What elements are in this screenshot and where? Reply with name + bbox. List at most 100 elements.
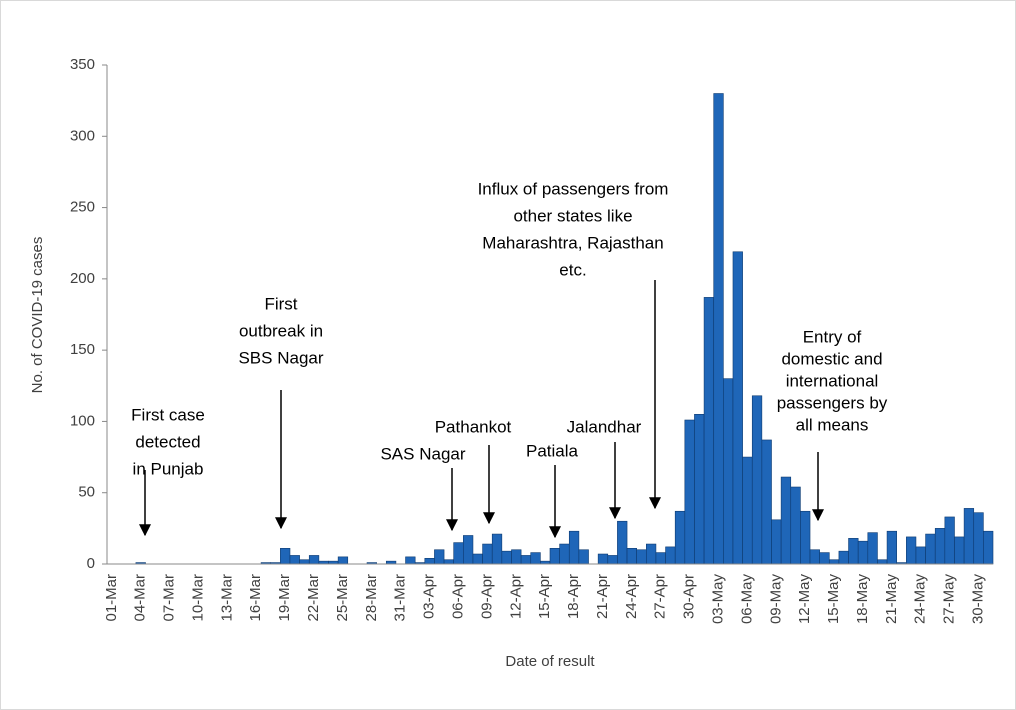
y-tick-label: 50 bbox=[78, 484, 95, 501]
bar bbox=[684, 419, 695, 565]
x-tick-label: 15-Apr bbox=[536, 574, 553, 619]
bar bbox=[578, 549, 589, 565]
bar bbox=[723, 378, 734, 565]
bar bbox=[761, 439, 772, 565]
bar bbox=[963, 508, 975, 565]
bar bbox=[838, 550, 849, 565]
bar bbox=[790, 486, 801, 565]
x-tick-label: 01-Mar bbox=[103, 574, 120, 622]
bar bbox=[549, 548, 560, 565]
x-tick-label: 30-Apr bbox=[681, 574, 698, 619]
bar bbox=[530, 552, 541, 565]
bar bbox=[626, 548, 637, 565]
y-tick-label: 250 bbox=[70, 199, 95, 216]
y-tick-label: 100 bbox=[70, 412, 95, 429]
bar bbox=[674, 510, 686, 565]
annotation: international bbox=[786, 371, 879, 390]
annotation: SBS Nagar bbox=[238, 348, 323, 367]
bar bbox=[424, 557, 435, 565]
x-tick-label: 18-Apr bbox=[565, 574, 582, 619]
x-axis-title: Date of result bbox=[505, 653, 595, 670]
x-tick-label: 07-Mar bbox=[161, 574, 178, 622]
x-tick-label: 27-May bbox=[941, 574, 958, 625]
annotation: etc. bbox=[559, 260, 586, 279]
annotation: Entry of bbox=[803, 327, 862, 346]
bar bbox=[694, 413, 705, 565]
bar bbox=[482, 543, 493, 565]
x-tick-label: 09-Apr bbox=[478, 574, 495, 619]
bar bbox=[771, 519, 782, 565]
bar bbox=[703, 297, 715, 565]
bar bbox=[617, 520, 628, 565]
annotation: Patiala bbox=[526, 441, 579, 460]
bar bbox=[308, 555, 320, 565]
annotation: all means bbox=[796, 415, 869, 434]
y-tick-label: 0 bbox=[87, 555, 95, 572]
annotation: SAS Nagar bbox=[380, 444, 465, 463]
x-tick-label: 21-Apr bbox=[594, 574, 611, 619]
bar bbox=[597, 553, 609, 565]
bar bbox=[463, 535, 474, 565]
annotation: Maharashtra, Rajasthan bbox=[482, 233, 663, 252]
bar bbox=[934, 528, 946, 565]
x-tick-label: 31-Mar bbox=[392, 574, 409, 622]
annotation: in Punjab bbox=[133, 459, 204, 478]
annotation: Pathankot bbox=[435, 417, 512, 436]
x-tick-label: 24-Apr bbox=[623, 574, 640, 619]
bar bbox=[906, 536, 917, 565]
bar bbox=[877, 559, 888, 565]
bar bbox=[472, 553, 483, 565]
x-tick-label: 22-Mar bbox=[305, 574, 322, 622]
bar bbox=[780, 476, 792, 565]
bar bbox=[289, 555, 300, 565]
x-tick-label: 12-May bbox=[796, 574, 813, 625]
bar bbox=[636, 549, 647, 565]
annotation: outbreak in bbox=[239, 321, 323, 340]
x-tick-label: 24-May bbox=[912, 574, 929, 625]
bar bbox=[857, 540, 869, 565]
annotation: Jalandhar bbox=[567, 417, 642, 436]
bar bbox=[568, 530, 580, 565]
x-tick-label: 13-Mar bbox=[218, 574, 235, 622]
bar bbox=[944, 516, 955, 565]
x-tick-label: 04-Mar bbox=[132, 574, 149, 622]
y-tick-label: 150 bbox=[70, 341, 95, 358]
bar bbox=[819, 552, 830, 565]
x-tick-label: 27-Apr bbox=[652, 574, 669, 619]
x-tick-label: 12-Apr bbox=[507, 574, 524, 619]
bar bbox=[655, 552, 666, 565]
annotation: First case bbox=[131, 405, 205, 424]
annotation: domestic and bbox=[781, 349, 882, 368]
bar bbox=[405, 556, 416, 565]
x-tick-label: 25-Mar bbox=[334, 574, 351, 622]
y-tick-label: 350 bbox=[70, 56, 95, 73]
bar bbox=[713, 93, 724, 565]
bar bbox=[559, 543, 570, 565]
bar bbox=[491, 533, 503, 565]
bar bbox=[511, 549, 522, 565]
bar bbox=[434, 549, 445, 565]
bar bbox=[973, 512, 984, 565]
x-tick-label: 30-May bbox=[970, 574, 987, 625]
bar bbox=[280, 548, 291, 565]
x-tick-label: 18-May bbox=[854, 574, 871, 625]
bar bbox=[983, 530, 994, 565]
annotation: detected bbox=[135, 432, 200, 451]
x-tick-label: 03-May bbox=[710, 574, 727, 625]
bar bbox=[501, 550, 512, 565]
y-axis-title: No. of COVID-19 cases bbox=[29, 237, 46, 394]
x-tick-label: 19-Mar bbox=[276, 574, 293, 622]
bar bbox=[751, 395, 763, 565]
bar bbox=[867, 532, 878, 565]
bar bbox=[646, 543, 657, 565]
bar bbox=[809, 549, 820, 565]
x-tick-label: 15-May bbox=[825, 574, 842, 625]
x-tick-label: 16-Mar bbox=[247, 574, 264, 622]
y-tick-label: 300 bbox=[70, 127, 95, 144]
bar bbox=[954, 536, 965, 565]
x-tick-label: 28-Mar bbox=[363, 574, 380, 622]
x-tick-label: 06-May bbox=[738, 574, 755, 625]
bar bbox=[848, 538, 859, 565]
